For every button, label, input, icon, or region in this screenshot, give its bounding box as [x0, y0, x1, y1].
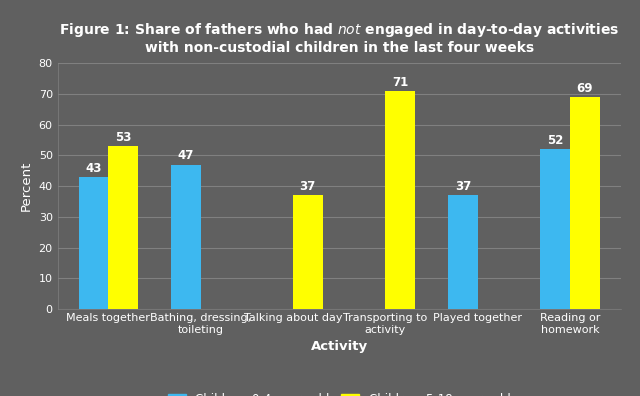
Title: Figure 1: Share of fathers who had $\it{not}$ engaged in day-to-day activities
w: Figure 1: Share of fathers who had $\it{…: [59, 21, 620, 55]
Text: 37: 37: [455, 180, 471, 193]
Y-axis label: Percent: Percent: [20, 161, 33, 211]
Bar: [171, 165, 201, 309]
Bar: [385, 91, 415, 309]
Bar: [448, 195, 477, 309]
Text: 69: 69: [577, 82, 593, 95]
Bar: [570, 97, 600, 309]
Bar: [540, 149, 570, 309]
Text: 53: 53: [115, 131, 131, 144]
X-axis label: Activity: Activity: [310, 340, 368, 353]
Text: 43: 43: [85, 162, 102, 175]
Text: 37: 37: [300, 180, 316, 193]
Legend: Children, 0-4 years old, Children, 5-18 years old: Children, 0-4 years old, Children, 5-18 …: [163, 388, 515, 396]
Bar: [79, 177, 108, 309]
Bar: [108, 146, 138, 309]
Text: 71: 71: [392, 76, 408, 89]
Text: 47: 47: [178, 149, 194, 162]
Text: 52: 52: [547, 134, 563, 147]
Bar: [293, 195, 323, 309]
